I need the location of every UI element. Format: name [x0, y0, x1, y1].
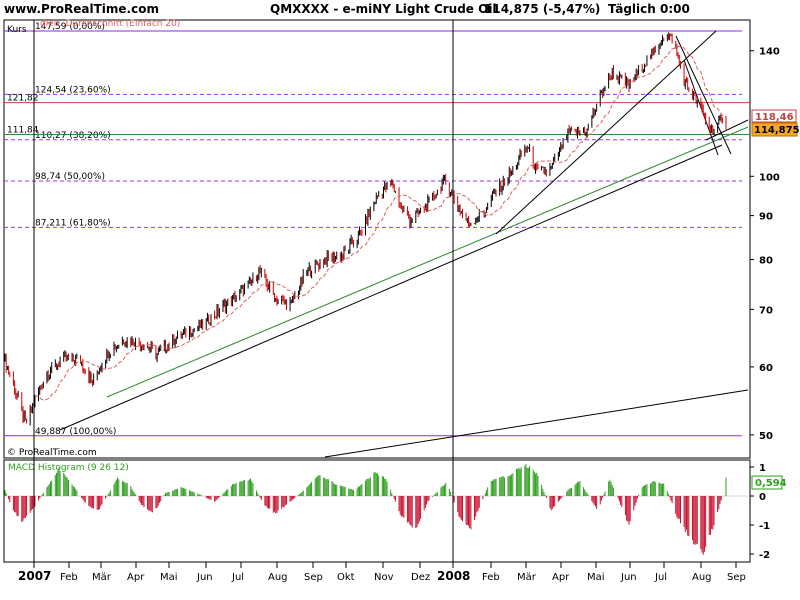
price-tick-label: 60	[759, 363, 773, 374]
macd-tick-label: -1	[759, 521, 770, 532]
trendline-peak-channel-c	[705, 119, 749, 141]
trendline-peak-channel-a	[675, 35, 732, 155]
main-panel-frame	[3, 19, 751, 459]
moving-average-line	[34, 45, 727, 401]
x-month-label: 2007	[18, 569, 51, 583]
x-month-label: Aug	[692, 572, 712, 583]
x-month-label: Sep	[727, 572, 746, 583]
trendline-green-support	[106, 126, 749, 398]
horizontal-levels: 121,82 111,84	[4, 94, 750, 136]
price-axis: 140 100 90 80 70 60 50	[750, 47, 780, 442]
x-month-label: Nov	[374, 572, 394, 583]
fib-level-label: 110,27 (38,20%)	[35, 131, 111, 141]
x-month-label: Dez	[411, 572, 430, 583]
x-month-label: Jul	[654, 572, 667, 583]
macd-tick-label: -2	[759, 550, 770, 561]
fib-levels: 147,59 (0,00%) 124,54 (23,60%) 110,27 (38,…	[4, 22, 742, 437]
x-month-label: Aug	[268, 572, 288, 583]
x-month-label: Jun	[620, 572, 637, 583]
horizontal-level-label: 121,82	[7, 94, 39, 104]
site-title: www.ProRealTime.com	[4, 2, 159, 16]
x-month-label: Sep	[304, 572, 323, 583]
ma-legend-label: gleit. Durchschnitt (Einfach 20)	[40, 19, 180, 29]
x-month-label: Mai	[160, 572, 178, 583]
fib-level-label: 87,211 (61,80%)	[35, 218, 111, 228]
x-month-label: Apr	[127, 572, 145, 583]
fib-level-label: 147,59 (0,00%)	[35, 22, 105, 32]
trendline-lower-long	[324, 389, 749, 458]
candles	[4, 32, 727, 426]
macd-tick-label: 0	[759, 492, 766, 503]
x-month-label: Apr	[552, 572, 570, 583]
fib-level-label: 49,887 (100,00%)	[35, 427, 116, 437]
price-tick-label: 80	[759, 256, 773, 267]
ma-value-text: 118,46	[755, 112, 794, 123]
x-month-label: Jul	[231, 572, 244, 583]
fib-level-label: 98,74 (50,00%)	[35, 172, 105, 182]
x-month-label: Feb	[482, 572, 500, 583]
horizontal-level-label: 111,84	[7, 126, 39, 136]
kurs-label: Kurs	[7, 25, 27, 35]
x-month-label: Mai	[587, 572, 605, 583]
x-month-label: Feb	[60, 572, 78, 583]
x-month-label: Okt	[337, 572, 355, 583]
fib-level-label: 124,54 (23,60%)	[35, 85, 111, 95]
x-month-label: Mär	[517, 572, 537, 583]
price-tick-label: 90	[759, 212, 773, 223]
macd-value-text: 0,594	[755, 478, 787, 489]
price-tick-label: 140	[759, 47, 780, 58]
x-month-label: Jun	[196, 572, 213, 583]
price-change: 114,875 (-5,47%)	[484, 2, 601, 16]
x-month-label: Mär	[92, 572, 112, 583]
price-tick-label: 70	[759, 305, 773, 316]
trendline-long-support	[59, 144, 723, 431]
macd-tick-label: 1	[759, 463, 766, 474]
last-price-box	[751, 122, 798, 137]
macd-value-box	[751, 475, 783, 490]
macd-legend-label: MACD Histogram (9 26 12)	[8, 463, 129, 473]
ma-value-box	[751, 109, 797, 123]
price-tick-label: 100	[759, 172, 780, 183]
watermark: © ProRealTime.com	[7, 448, 97, 458]
period-label: Täglich 0:00	[608, 2, 690, 16]
last-price-text: 114,875	[754, 125, 800, 136]
price-tick-label: 50	[759, 431, 773, 442]
macd-bars	[4, 463, 727, 555]
x-axis: 2007 Feb Mär Apr Mai Jun Jul Aug Sep Okt Nov Dez 200…	[18, 20, 746, 583]
trendline-peak-channel-b	[683, 59, 719, 156]
symbol-title: QMXXXX - e-miNY Light Crude Oil	[270, 2, 497, 16]
x-month-label: 2008	[437, 569, 470, 583]
macd-axis: 1 0 -1 -2	[750, 463, 770, 561]
